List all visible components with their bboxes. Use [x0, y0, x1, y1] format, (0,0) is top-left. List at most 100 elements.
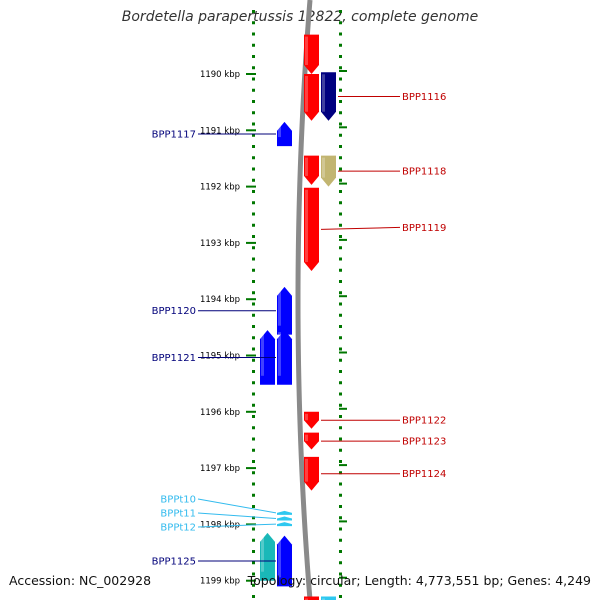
gene-label-leader: [197, 498, 277, 514]
gene-label[interactable]: BPP1117: [152, 129, 196, 140]
gene-label[interactable]: BPPt11: [160, 509, 196, 520]
tick-dot: [252, 493, 255, 497]
tick-dot: [339, 201, 342, 205]
gene-feature[interactable]: [304, 155, 319, 185]
tick-dot: [252, 257, 255, 261]
gene-label[interactable]: BPPt12: [160, 523, 196, 534]
tick-dot: [339, 325, 342, 328]
gene-feature[interactable]: [304, 34, 319, 74]
tick-dot: [339, 10, 342, 13]
tick-dot: [252, 527, 255, 531]
tick-dot: [252, 538, 255, 542]
tick-dot: [339, 583, 342, 587]
gene-label[interactable]: BPP1121: [152, 353, 196, 364]
tick-dot: [252, 223, 255, 227]
tick-dot: [339, 595, 342, 598]
tick-dot: [252, 482, 255, 486]
tick-dot: [339, 43, 342, 47]
tick-dot: [252, 381, 255, 385]
gene-highlight: [278, 288, 281, 326]
tick-dot: [339, 313, 342, 317]
gene-bpp1117[interactable]: [277, 121, 292, 147]
tick-dot: [339, 516, 342, 520]
gene-bpp1120[interactable]: [277, 286, 292, 335]
gene-highlight: [305, 189, 308, 263]
tick-dot: [339, 550, 342, 553]
tick-dot: [339, 336, 342, 340]
tick-dot: [339, 437, 342, 441]
tick-dot: [339, 223, 342, 227]
gene-bppt10[interactable]: [277, 510, 292, 515]
tick-dot: [339, 302, 342, 306]
gene-bppt12[interactable]: [277, 522, 292, 527]
gene-feature[interactable]: [260, 532, 275, 581]
gene-label[interactable]: BPPt10: [160, 495, 196, 506]
gene-bpp1118[interactable]: [321, 155, 336, 187]
tick-dot: [339, 426, 342, 430]
tick-dot: [339, 448, 342, 452]
scale-tick-label: 1192 kbp: [200, 183, 240, 193]
gene-label[interactable]: BPP1116: [402, 92, 446, 103]
gene-feature[interactable]: [304, 74, 319, 121]
gene-label[interactable]: BPP1119: [402, 223, 446, 234]
gene-bpp1119[interactable]: [304, 187, 319, 272]
gene-highlight: [322, 157, 325, 178]
tick-dot: [252, 516, 255, 520]
tick-dot: [252, 572, 255, 576]
gene-bpp1124[interactable]: [304, 456, 319, 491]
tick-dot: [252, 291, 255, 295]
gene-highlight: [305, 434, 308, 442]
gene-label[interactable]: BPP1118: [402, 167, 446, 178]
tick-dot: [339, 156, 342, 160]
gene-highlight: [305, 76, 308, 112]
gene-highlight: [305, 157, 308, 176]
gene-label[interactable]: BPP1125: [152, 556, 196, 567]
tick-dot: [252, 246, 255, 250]
tick-dot: [339, 358, 342, 362]
gene-highlight: [305, 413, 308, 421]
gene-feature[interactable]: [304, 596, 319, 600]
tick-dot: [252, 43, 255, 47]
scale-tick-label: 1197 kbp: [200, 464, 240, 474]
tick-dot: [252, 156, 255, 160]
tick-dot: [252, 122, 255, 126]
tick-dot: [252, 302, 255, 306]
gene-highlight: [261, 332, 264, 376]
gene-bpp1121[interactable]: [277, 330, 292, 385]
gene-label[interactable]: BPP1120: [152, 306, 196, 317]
scale-tick-label: 1193 kbp: [200, 239, 240, 249]
gene-highlight: [322, 598, 325, 600]
tick-dot: [339, 268, 342, 272]
tick-dot: [339, 538, 342, 542]
gene-label[interactable]: BPP1124: [402, 469, 446, 480]
tick-dot: [252, 145, 255, 148]
tick-dot: [339, 167, 342, 171]
tick-dot: [339, 471, 342, 475]
gene-bpp1116[interactable]: [321, 72, 336, 121]
gene-label[interactable]: BPP1122: [402, 416, 446, 427]
tick-dot: [339, 527, 342, 531]
tick-dot: [339, 190, 342, 193]
tick-dot: [339, 133, 342, 137]
tick-dot: [339, 381, 342, 385]
gene-bpp1123[interactable]: [304, 432, 319, 450]
tick-dot: [339, 145, 342, 148]
tick-dot: [252, 595, 255, 598]
gene-highlight: [278, 537, 281, 578]
tick-dot: [252, 358, 255, 362]
tick-dot: [339, 392, 342, 396]
gene-label[interactable]: BPP1123: [402, 437, 446, 448]
gene-feature[interactable]: [321, 596, 336, 600]
gene-bpp1122[interactable]: [304, 411, 319, 429]
tick-dot: [252, 66, 255, 70]
tick-dot: [252, 201, 255, 205]
tick-dot: [252, 167, 255, 171]
gene-bppt11[interactable]: [277, 516, 292, 521]
gene-bpp1125[interactable]: [277, 535, 292, 587]
tick-dot: [339, 291, 342, 295]
map-title: Bordetella parapertussis 12822, complete…: [121, 9, 479, 25]
tick-dot: [252, 370, 255, 373]
tick-dot: [339, 122, 342, 126]
tick-dot: [339, 482, 342, 486]
gene-highlight: [278, 123, 281, 138]
